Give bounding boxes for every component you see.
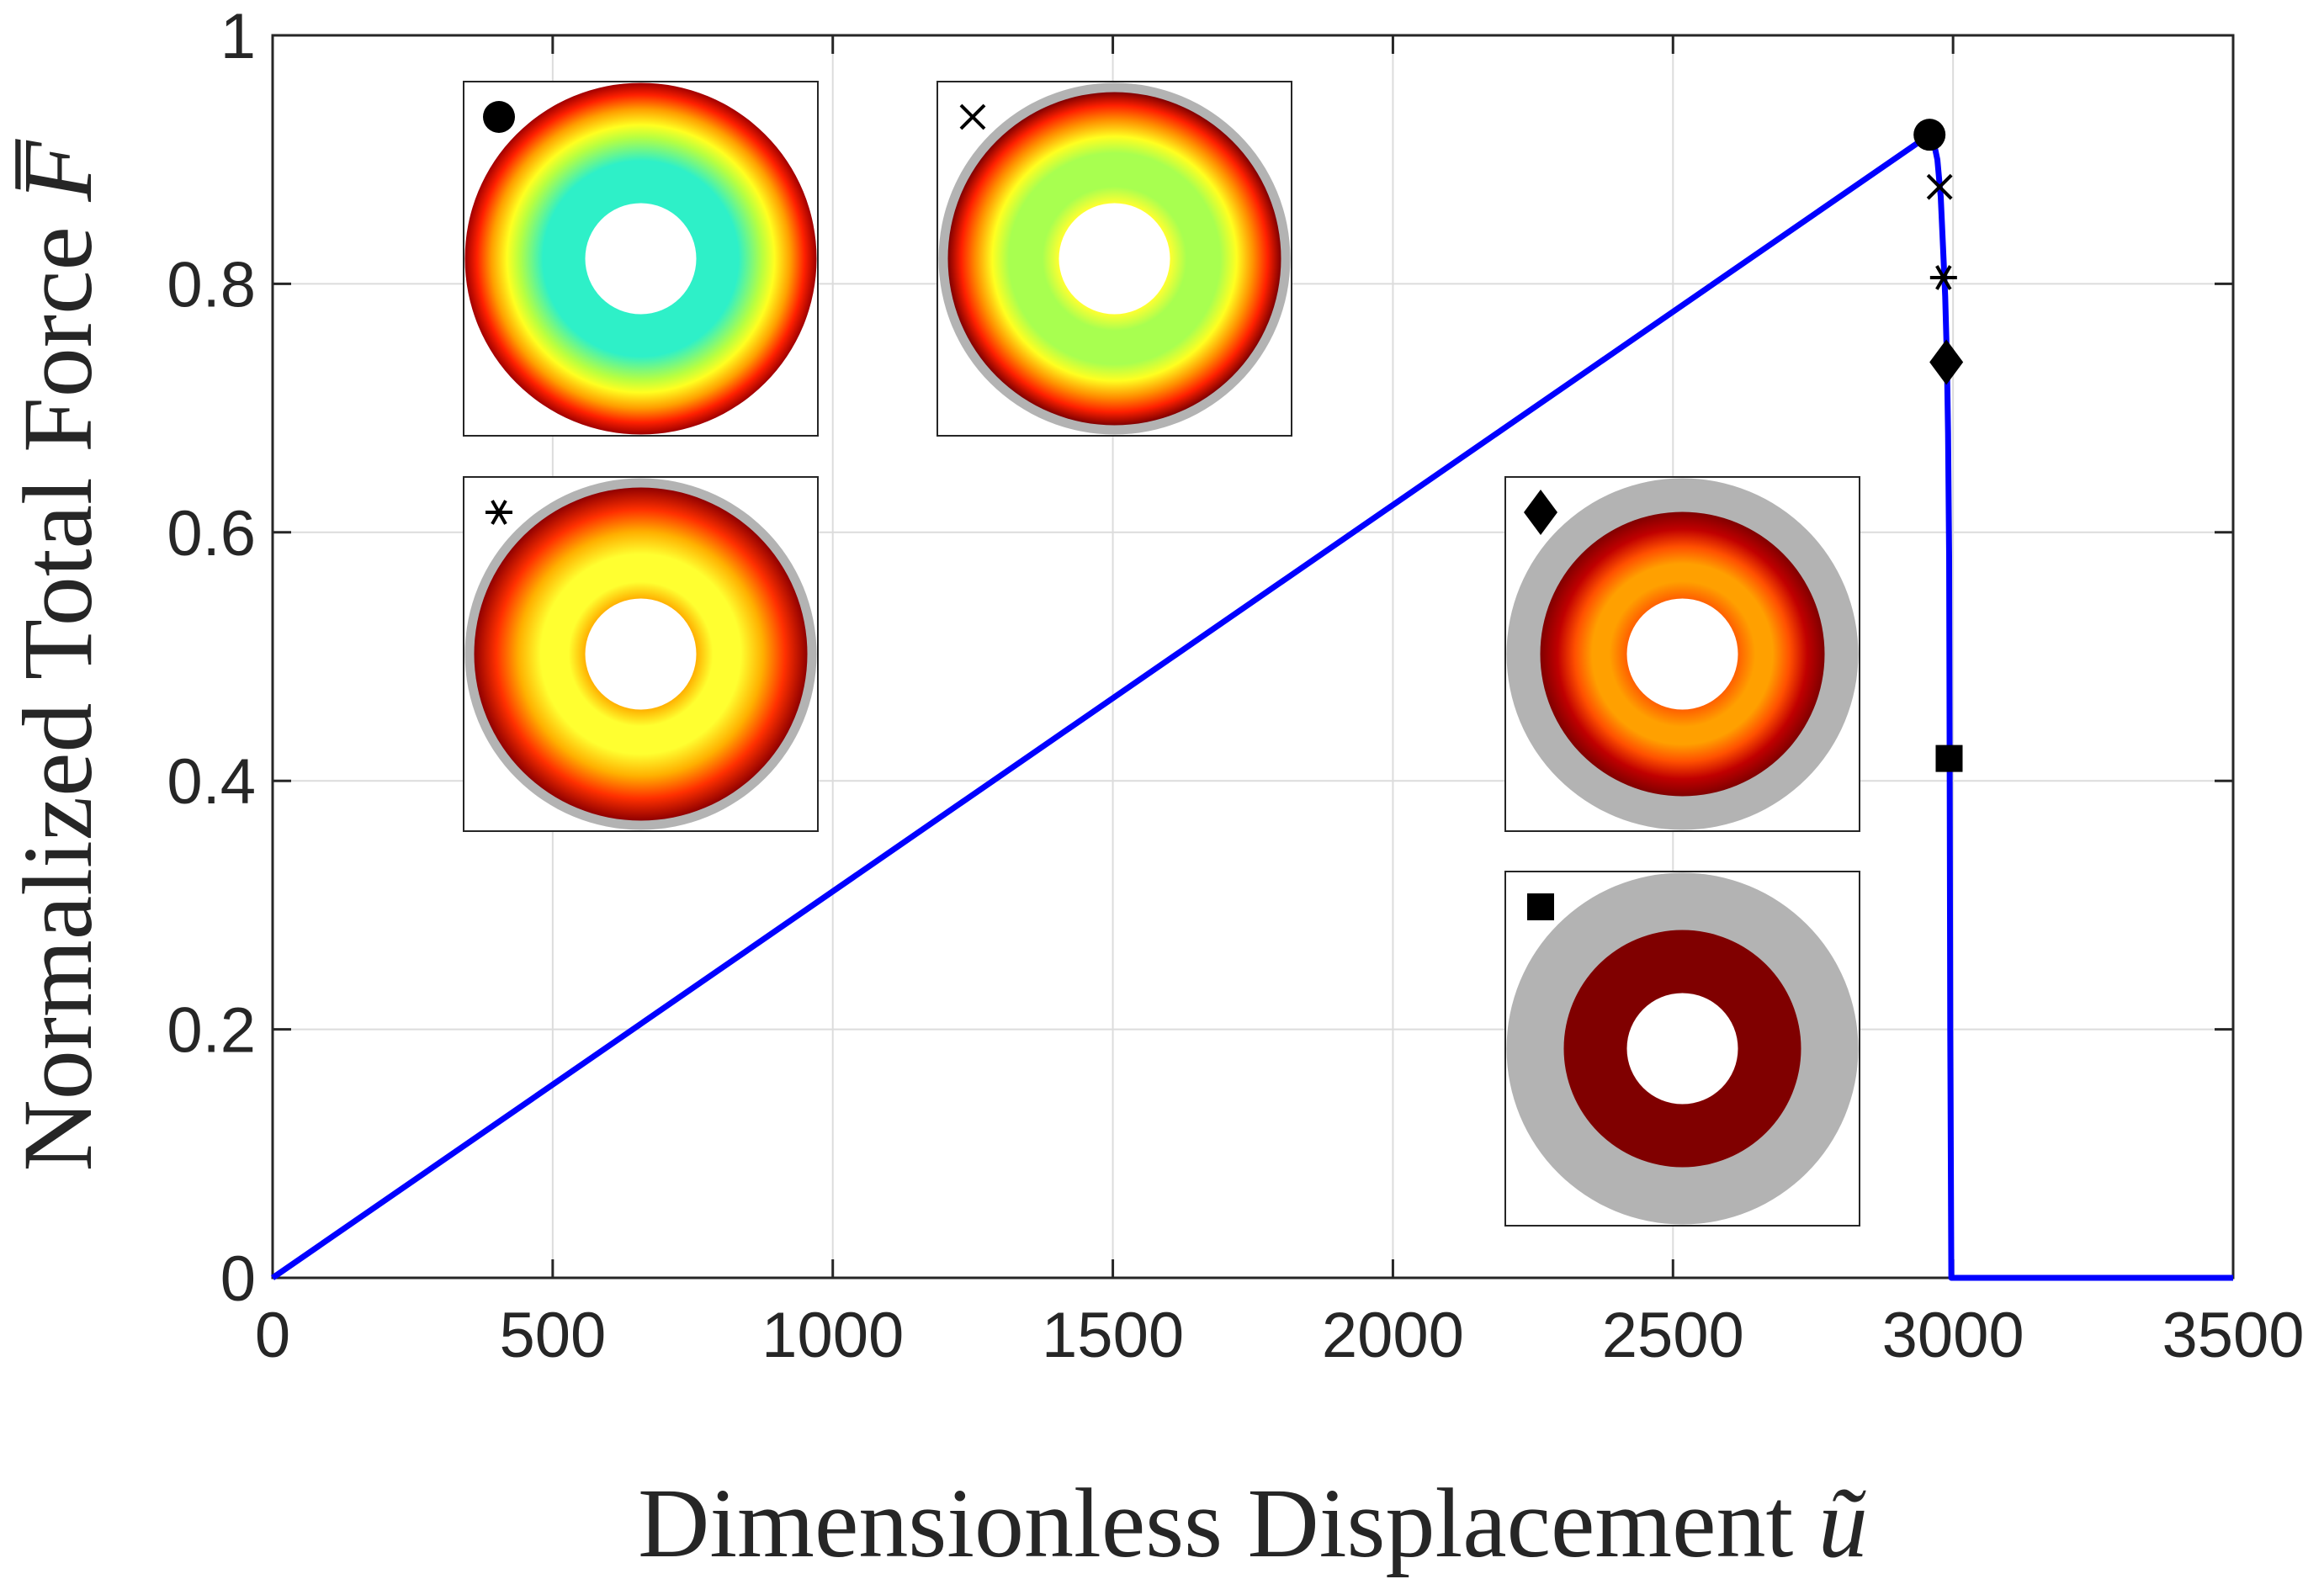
circle-inset-marker — [483, 101, 515, 133]
y-tick-label: 0 — [220, 1243, 256, 1315]
circle-marker — [1913, 119, 1946, 151]
square-marker — [1935, 744, 1963, 772]
diamond-marker-shape — [1929, 339, 1964, 385]
square-marker-shape — [1935, 744, 1963, 772]
x-tick-label: 2000 — [1322, 1300, 1464, 1371]
center-hole — [1626, 993, 1738, 1105]
inset-cross — [936, 81, 1292, 437]
x-axis-title: Dimensionless Displacement ũ — [638, 1468, 1868, 1578]
center-hole — [585, 598, 697, 710]
circle-marker-shape — [1913, 119, 1946, 151]
center-hole — [585, 203, 697, 315]
diamond-marker — [1929, 339, 1964, 385]
inset-diamond — [1504, 476, 1860, 832]
x-tick-label: 2500 — [1602, 1300, 1744, 1371]
x-tick-label: 500 — [499, 1300, 606, 1371]
y-tick-label: 0.4 — [167, 746, 256, 818]
curve-markers — [1913, 119, 1964, 772]
inset-asterisk — [463, 476, 819, 832]
cross-inset-marker — [959, 103, 986, 130]
circle-marker-shape — [483, 101, 515, 133]
x-tick-label: 3500 — [2162, 1300, 2304, 1371]
y-axis-symbol: F̅ — [3, 138, 113, 202]
asterisk-inset-marker — [485, 500, 512, 525]
y-tick-label: 0.2 — [167, 995, 256, 1067]
diamond-inset-marker — [1524, 490, 1557, 535]
y-axis-label: Normalized Total Force — [3, 226, 113, 1171]
inset-panels — [463, 81, 1860, 1227]
center-hole — [1059, 203, 1170, 315]
y-tick-label: 1 — [220, 1, 256, 72]
cross-marker — [1926, 173, 1953, 200]
x-axis-symbol: ũ — [1818, 1468, 1868, 1578]
cross-marker-stroke — [959, 103, 986, 130]
x-tick-label: 0 — [255, 1300, 290, 1371]
asterisk-marker-stroke — [491, 500, 507, 525]
center-hole — [1626, 598, 1738, 710]
x-tick-label: 3000 — [1882, 1300, 2024, 1371]
x-tick-labels: 0 500 1000 1500 2000 2500 3000 3500 — [255, 1300, 2305, 1371]
y-axis-title: Normalized Total Force F̅ — [3, 138, 113, 1171]
x-tick-label: 1500 — [1042, 1300, 1184, 1371]
asterisk-marker — [1929, 265, 1957, 290]
inset-square — [1504, 871, 1860, 1227]
asterisk-marker-stroke — [1935, 265, 1952, 290]
diamond-marker-shape — [1524, 490, 1557, 535]
axis-ticks — [271, 34, 2235, 1280]
y-tick-label: 0.8 — [167, 249, 256, 321]
x-axis-label: Dimensionless Displacement — [638, 1468, 1793, 1578]
y-tick-labels: 0 0.2 0.4 0.6 0.8 1 — [167, 1, 256, 1315]
x-tick-label: 1000 — [761, 1300, 904, 1371]
cross-marker-stroke — [1926, 173, 1953, 200]
square-marker-shape — [1527, 893, 1554, 920]
inset-circle — [463, 81, 819, 437]
y-tick-label: 0.6 — [167, 498, 256, 570]
square-inset-marker — [1527, 893, 1554, 920]
plot-area-box — [271, 34, 2235, 1280]
